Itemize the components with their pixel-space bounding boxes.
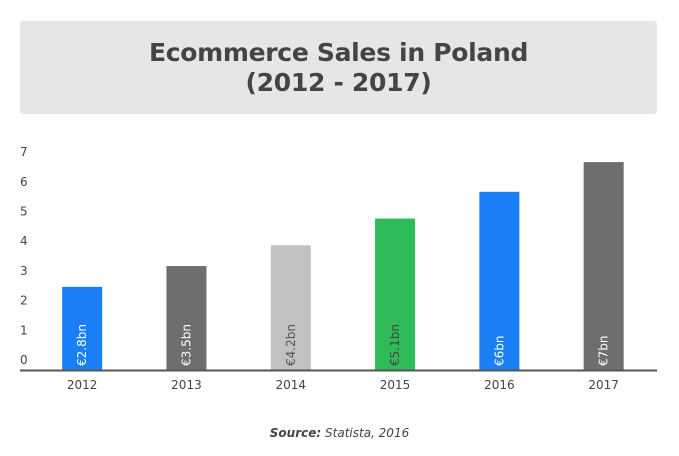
source-note: Source: Statista, 2016 bbox=[0, 426, 679, 440]
source-text: Statista, 2016 bbox=[325, 426, 410, 440]
x-tick-label-2014: 2014 bbox=[275, 378, 306, 392]
x-tick-label-2017: 2017 bbox=[588, 378, 619, 392]
bar-2014 bbox=[270, 245, 311, 370]
x-tick-label-2016: 2016 bbox=[484, 378, 515, 392]
x-tick-label-2012: 2012 bbox=[67, 378, 98, 392]
chart-subtitle: (2012 - 2017) bbox=[245, 67, 432, 97]
data-label-2014: €4.2bn bbox=[284, 324, 298, 366]
y-tick-label: 4 bbox=[20, 234, 28, 248]
bar-2015 bbox=[375, 218, 416, 370]
data-label-2013: €3.5bn bbox=[179, 324, 193, 366]
y-tick-label: 7 bbox=[20, 145, 28, 159]
y-tick-label: 5 bbox=[20, 205, 28, 219]
bar-2013 bbox=[166, 266, 207, 370]
y-tick-label: 2 bbox=[20, 294, 28, 308]
bar-2017 bbox=[583, 162, 624, 370]
y-tick-label: 3 bbox=[20, 264, 28, 278]
chart-title-box: Ecommerce Sales in Poland (2012 - 2017) bbox=[20, 21, 657, 114]
bar-2012 bbox=[62, 286, 103, 370]
x-tick-label-2013: 2013 bbox=[171, 378, 202, 392]
source-label: Source: bbox=[269, 426, 322, 440]
data-label-2017: €7bn bbox=[597, 336, 611, 367]
data-label-2015: €5.1bn bbox=[388, 324, 402, 366]
y-tick-label: 0 bbox=[20, 353, 28, 367]
y-tick-label: 6 bbox=[20, 175, 28, 189]
chart-title: Ecommerce Sales in Poland bbox=[148, 37, 529, 67]
data-label-2012: €2.8bn bbox=[75, 324, 89, 366]
data-label-2016: €6bn bbox=[492, 336, 506, 366]
bar-2016 bbox=[479, 191, 520, 370]
y-tick-label: 1 bbox=[20, 323, 28, 337]
x-tick-label-2015: 2015 bbox=[380, 378, 411, 392]
